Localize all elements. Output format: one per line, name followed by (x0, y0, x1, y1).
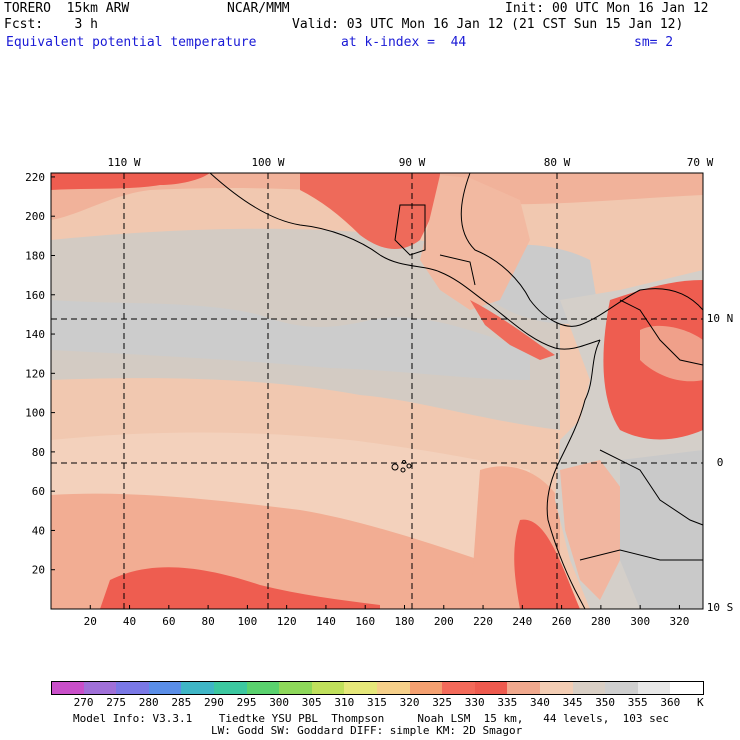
x-tick-label: 80 (201, 615, 214, 628)
x-tick-label: 220 (473, 615, 493, 628)
model-title: TORERO 15km ARW (4, 1, 130, 16)
axis-ticks (51, 176, 680, 609)
y-tick-label: 200 (25, 210, 45, 223)
colorbar-value: 340 (530, 696, 550, 709)
y-tick-label: 120 (25, 367, 45, 380)
colorbar-swatch (181, 681, 215, 695)
theta-e-field (51, 173, 703, 609)
y-tick-label: 20 (32, 564, 45, 577)
colorbar-value: 335 (497, 696, 518, 709)
colorbar-unit: K (697, 696, 704, 709)
valid-time: Valid: 03 UTC Mon 16 Jan 12 (21 CST Sun … (292, 17, 684, 32)
lon-label: 100 W (251, 156, 284, 169)
colorbar-swatch (116, 681, 150, 695)
colorbar-swatch (344, 681, 378, 695)
x-tick-label: 60 (162, 615, 175, 628)
colorbar-value: 280 (138, 696, 159, 709)
y-tick-label: 160 (25, 289, 45, 302)
colorbar-value: 345 (562, 696, 583, 709)
level-info: at k-index = 44 (341, 35, 467, 50)
colorbar-swatch (377, 681, 411, 695)
colorbar-swatch (148, 681, 182, 695)
x-tick-label: 140 (316, 615, 336, 628)
lon-label: 110 W (107, 156, 140, 169)
colorbar-swatch (246, 681, 280, 695)
colorbar-swatch (83, 681, 117, 695)
lat-label: 10 N (707, 312, 734, 325)
physics-info: LW: Godd SW: Goddard DIFF: simple KM: 2D… (211, 724, 523, 737)
lat-label: 10 S (707, 601, 734, 614)
y-tick-label: 40 (32, 524, 45, 537)
colorbar-value: 270 (73, 696, 94, 709)
colorbar-value: 305 (301, 696, 322, 709)
colorbar-swatch (540, 681, 574, 695)
colorbar-value: 360 (660, 696, 681, 709)
init-time: Init: 00 UTC Mon 16 Jan 12 (505, 1, 709, 16)
colorbar-value: 300 (269, 696, 290, 709)
lon-label: 70 W (687, 156, 714, 169)
colorbar-swatch (279, 681, 313, 695)
latlon-grid (51, 173, 703, 609)
colorbar-value: 355 (627, 696, 648, 709)
x-tick-label: 120 (277, 615, 297, 628)
colorbar-value: 315 (367, 696, 387, 709)
x-tick-label: 280 (591, 615, 611, 628)
x-tick-label: 180 (395, 615, 415, 628)
lon-label: 80 W (544, 156, 571, 169)
y-tick-label: 140 (25, 328, 45, 341)
lat-label: 0 (717, 456, 724, 469)
y-tick-label: 100 (25, 407, 45, 420)
colorbar-swatch (51, 681, 86, 695)
x-tick-label: 260 (552, 615, 572, 628)
x-tick-label: 320 (669, 615, 689, 628)
colorbar-value: 275 (106, 696, 127, 709)
lon-label: 90 W (399, 156, 426, 169)
colorbar-swatch (474, 681, 508, 695)
colorbar-swatch (507, 681, 541, 695)
model-info: Model Info: V3.3.1 Tiedtke YSU PBL Thomp… (73, 712, 670, 725)
x-tick-label: 20 (84, 615, 97, 628)
smoothing-info: sm= 2 (634, 35, 674, 50)
axis-labels: 110 W 100 W 90 W 80 W 70 W 10 N 0 10 S 20 40 60 80 1… (25, 156, 733, 628)
forecast-hour: Fcst: 3 h (4, 17, 98, 32)
colorbar-value: 320 (399, 696, 420, 709)
colorbar-value: 350 (595, 696, 616, 709)
colorbar-value: 330 (464, 696, 485, 709)
y-tick-label: 60 (32, 485, 45, 498)
colorbar-value: 295 (236, 696, 257, 709)
colorbar-swatch (572, 681, 606, 695)
colorbar-value: 290 (204, 696, 224, 709)
colorbar-swatch (605, 681, 639, 695)
colorbar-value: 325 (432, 696, 453, 709)
colorbar-swatch (670, 681, 705, 695)
x-tick-label: 40 (123, 615, 136, 628)
x-tick-label: 100 (237, 615, 257, 628)
y-tick-label: 80 (32, 446, 45, 459)
organization: NCAR/MMM (227, 1, 290, 16)
x-tick-label: 160 (355, 615, 375, 628)
y-tick-label: 220 (25, 171, 45, 184)
x-tick-label: 300 (630, 615, 650, 628)
x-tick-label: 200 (434, 615, 454, 628)
colorbar-value: 285 (171, 696, 192, 709)
colorbar-swatch (637, 681, 671, 695)
colorbar-swatch (442, 681, 476, 695)
colorbar-swatch (311, 681, 345, 695)
coastlines (209, 172, 704, 610)
colorbar-swatch (409, 681, 443, 695)
y-tick-label: 180 (25, 249, 45, 262)
colorbar-value: 310 (334, 696, 355, 709)
x-tick-label: 240 (512, 615, 532, 628)
field-name: Equivalent potential temperature (6, 35, 257, 50)
colorbar-swatch (214, 681, 248, 695)
map-frame (50, 172, 704, 610)
